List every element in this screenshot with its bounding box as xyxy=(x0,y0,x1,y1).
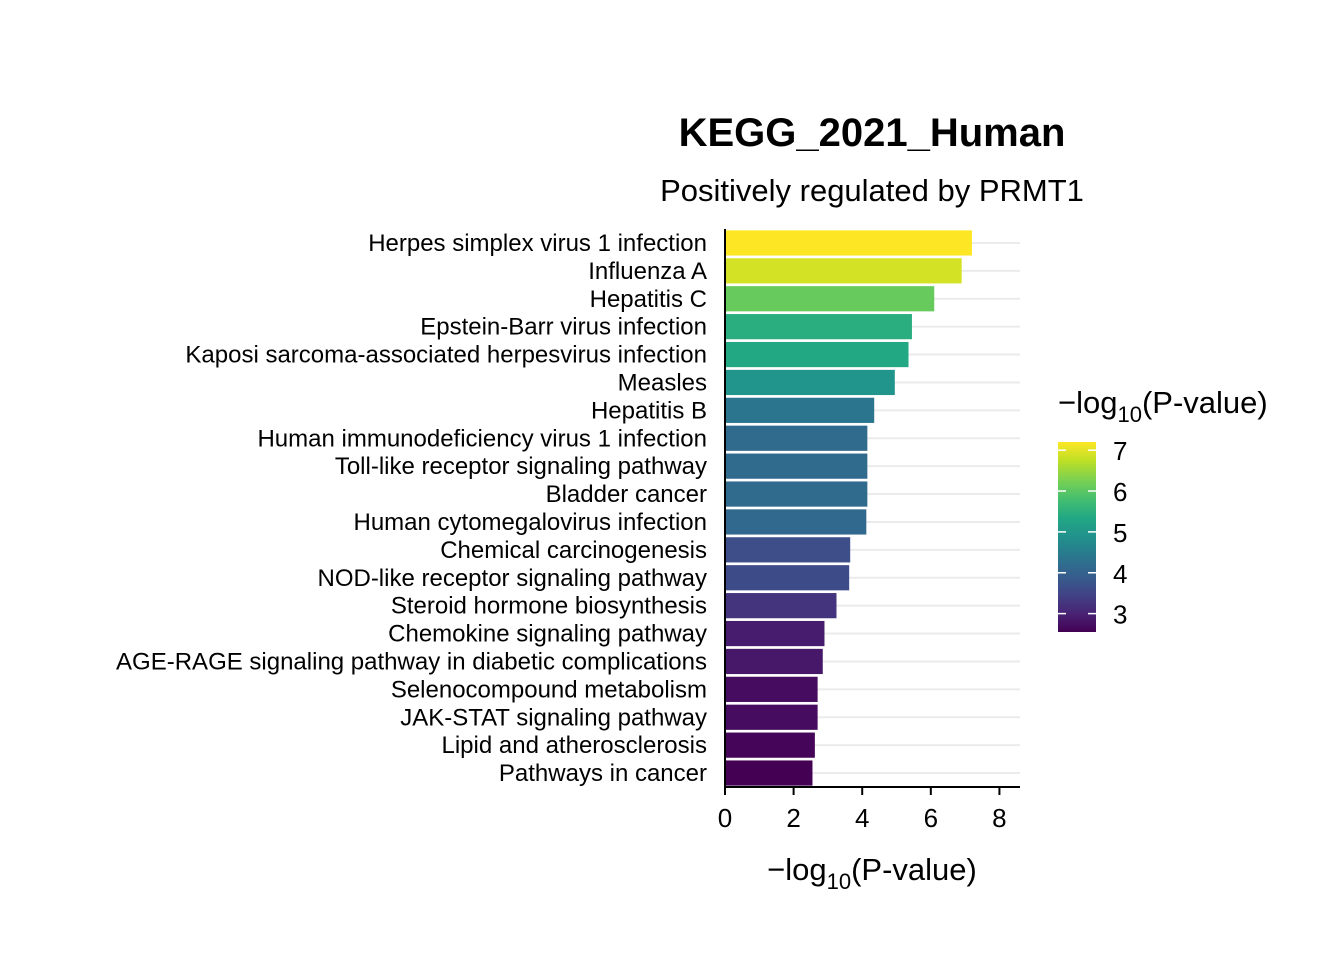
category-labels: Herpes simplex virus 1 infectionInfluenz… xyxy=(116,230,707,787)
category-label: AGE-RAGE signaling pathway in diabetic c… xyxy=(116,648,707,675)
x-tick-label: 4 xyxy=(855,803,869,833)
bar xyxy=(725,314,912,340)
category-label: Bladder cancer xyxy=(546,481,707,508)
x-axis-ticks: 0 2 4 6 8 xyxy=(718,787,1007,833)
bar xyxy=(725,258,962,284)
legend-ticks: 3 4 5 6 7 xyxy=(1058,436,1127,630)
x-axis-title: −log10(P-value) xyxy=(767,852,977,894)
bar xyxy=(725,341,909,368)
bar xyxy=(725,676,818,702)
legend-title-suffix: (P-value) xyxy=(1142,385,1268,420)
bar xyxy=(725,509,867,535)
category-label: Hepatitis B xyxy=(591,397,707,424)
x-axis-title-prefix: −log xyxy=(767,852,826,887)
bar xyxy=(725,760,813,786)
x-axis-title-subscript: 10 xyxy=(827,869,851,894)
x-tick-label: 6 xyxy=(924,803,938,833)
category-label: Human immunodeficiency virus 1 infection xyxy=(257,425,707,452)
chart-title: KEGG_2021_Human xyxy=(679,111,1066,155)
legend-tick-label: 7 xyxy=(1113,436,1127,466)
x-axis-title-suffix: (P-value) xyxy=(851,852,977,887)
bar xyxy=(725,286,935,312)
category-label: Kaposi sarcoma-associated herpesvirus in… xyxy=(185,342,707,369)
colorbar-legend: −log10(P-value) 3 4 5 6 7 xyxy=(1058,385,1268,632)
category-label: Measles xyxy=(618,369,707,396)
bar xyxy=(725,425,868,451)
legend-tick-label: 6 xyxy=(1113,477,1127,507)
legend-title: −log10(P-value) xyxy=(1058,385,1268,427)
category-label: Lipid and atherosclerosis xyxy=(442,732,708,759)
bar xyxy=(725,620,825,647)
category-label: Hepatitis C xyxy=(590,286,707,313)
category-label: JAK-STAT signaling pathway xyxy=(400,704,707,731)
legend-tick-label: 3 xyxy=(1113,600,1127,630)
bar xyxy=(725,593,837,619)
bar xyxy=(725,397,875,423)
category-label: Epstein-Barr virus infection xyxy=(420,314,707,341)
x-tick-label: 8 xyxy=(992,803,1006,833)
category-label: Influenza A xyxy=(588,258,707,285)
legend-tick-label: 5 xyxy=(1113,518,1127,548)
category-label: Pathways in cancer xyxy=(499,760,707,787)
category-label: Herpes simplex virus 1 infection xyxy=(368,230,707,257)
legend-title-prefix: −log xyxy=(1058,385,1117,420)
category-label: NOD-like receptor signaling pathway xyxy=(317,565,707,592)
bar xyxy=(725,453,868,479)
x-tick-label: 0 xyxy=(718,803,732,833)
category-label: Selenocompound metabolism xyxy=(391,676,707,703)
bar xyxy=(725,537,851,563)
legend-title-subscript: 10 xyxy=(1117,402,1141,427)
legend-tick-label: 4 xyxy=(1113,559,1127,589)
chart-subtitle: Positively regulated by PRMT1 xyxy=(660,173,1084,208)
category-label: Human cytomegalovirus infection xyxy=(354,509,708,536)
bar xyxy=(725,704,818,730)
category-label: Steroid hormone biosynthesis xyxy=(391,593,707,620)
category-label: Chemical carcinogenesis xyxy=(440,537,707,564)
bar xyxy=(725,230,972,256)
x-tick-label: 2 xyxy=(786,803,800,833)
category-label: Chemokine signaling pathway xyxy=(388,621,707,648)
bar xyxy=(725,481,868,507)
bar xyxy=(725,565,850,591)
bar xyxy=(725,369,895,396)
bar xyxy=(725,648,823,675)
bars xyxy=(725,230,972,786)
bar xyxy=(725,732,815,758)
legend-colorbar xyxy=(1058,442,1096,632)
category-label: Toll-like receptor signaling pathway xyxy=(335,453,707,480)
